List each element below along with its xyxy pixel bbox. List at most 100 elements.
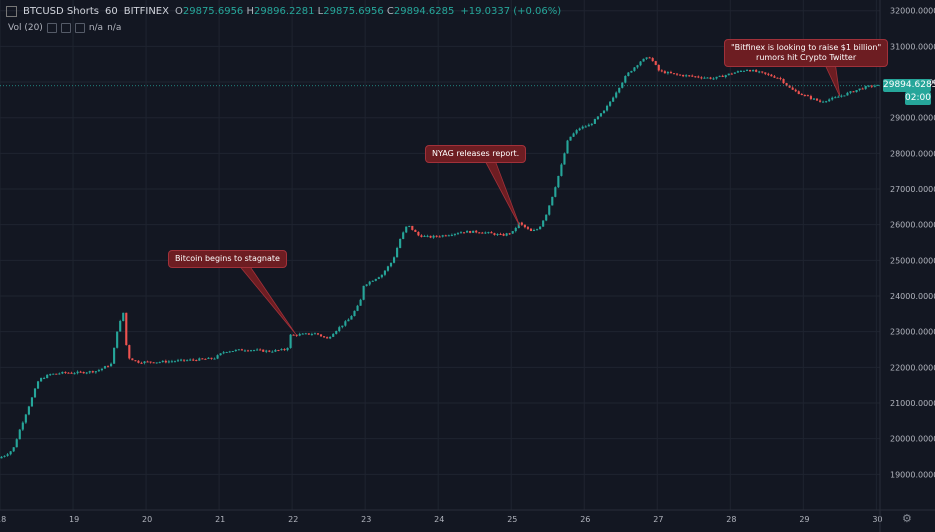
candle-body	[563, 153, 566, 165]
symbol-label[interactable]: BTCUSD Shorts	[23, 6, 99, 17]
candle-body	[758, 71, 761, 73]
candle-body	[225, 352, 228, 354]
candle-body	[548, 205, 551, 215]
x-tick-label: 25	[507, 515, 517, 524]
eye-icon[interactable]	[46, 23, 57, 33]
candle-body	[353, 310, 356, 317]
y-tick-label: 24000.0000	[890, 292, 935, 301]
candle-body	[222, 352, 225, 354]
chart-type-icon[interactable]	[6, 6, 17, 17]
candle-body	[602, 110, 606, 114]
y-tick-label: 21000.0000	[890, 399, 935, 408]
candle-body	[724, 75, 727, 78]
close-label: C	[386, 6, 394, 17]
candle-body	[295, 334, 298, 336]
gear-icon[interactable]: ⚙	[902, 512, 912, 525]
low-label: L	[317, 6, 324, 17]
candle-body	[867, 85, 870, 87]
candle-body	[146, 361, 149, 363]
candle-body	[752, 70, 755, 72]
annotation-stagnate[interactable]: Bitcoin begins to stagnate	[168, 250, 287, 268]
annotation-nyag[interactable]: NYAG releases report.	[425, 145, 527, 163]
candle-body	[873, 85, 876, 87]
candle-body	[249, 350, 253, 352]
candle-body	[377, 277, 380, 279]
y-tick-label: 32000.0000	[890, 7, 935, 16]
candle-body	[511, 231, 514, 234]
x-tick-label: 21	[215, 515, 225, 524]
candle-body	[557, 175, 560, 188]
candle-body	[43, 378, 46, 380]
candle-body	[210, 357, 213, 359]
candle-body	[487, 232, 490, 234]
candle-body	[822, 101, 825, 103]
candle-body	[697, 76, 700, 78]
candle-body	[256, 349, 259, 351]
y-tick-label: 25000.0000	[890, 256, 935, 265]
candle-body	[718, 75, 721, 77]
candle-body	[301, 333, 304, 335]
candle-body	[27, 406, 30, 415]
x-tick-label: 24	[434, 515, 444, 524]
candle-body	[612, 97, 615, 102]
candle-body	[803, 95, 806, 97]
candle-body	[596, 116, 599, 120]
candle-body	[73, 373, 76, 375]
candle-body	[12, 447, 15, 452]
candle-body	[228, 351, 231, 353]
candle-body	[246, 350, 250, 352]
candle-body	[453, 233, 456, 235]
candle-body	[158, 362, 161, 364]
annotation-bitfinex-rumor[interactable]: "Bitfinex is looking to raise $1 billion…	[724, 39, 889, 67]
candle-body	[216, 355, 219, 359]
candle-body	[554, 187, 557, 197]
candle-body	[566, 140, 569, 154]
candle-body	[15, 439, 18, 448]
interval-label[interactable]: 60	[104, 6, 118, 17]
candle-body	[240, 349, 243, 351]
candle-body	[615, 92, 618, 98]
candle-body	[496, 234, 499, 236]
candle-body	[745, 70, 749, 72]
candle-body	[21, 422, 24, 430]
candle-body	[164, 360, 167, 363]
candle-body	[319, 334, 323, 337]
candle-body	[639, 61, 642, 66]
candle-body	[94, 371, 97, 373]
candle-body	[292, 334, 295, 336]
candle-body	[682, 74, 685, 77]
close-icon[interactable]	[74, 23, 85, 33]
candle-body	[259, 349, 262, 351]
annotation-pointer	[239, 266, 297, 335]
candle-body	[539, 226, 542, 230]
volume-label[interactable]: Vol (20)	[8, 23, 43, 33]
candle-body	[481, 232, 484, 234]
settings-icon[interactable]	[60, 23, 71, 33]
candle-body	[846, 92, 849, 96]
candle-body	[624, 76, 627, 83]
candle-body	[852, 91, 855, 93]
candle-body	[405, 226, 408, 233]
exchange-label[interactable]: BITFINEX	[123, 6, 169, 17]
candle-body	[399, 238, 402, 248]
candle-body	[313, 333, 317, 335]
candle-body	[809, 96, 812, 99]
candle-body	[253, 350, 256, 352]
low-value: 29875.6956	[323, 6, 384, 17]
candle-body	[6, 454, 9, 456]
candle-body	[514, 227, 517, 232]
candle-body	[189, 359, 192, 361]
candle-body	[587, 124, 590, 127]
candle-body	[575, 130, 578, 134]
candle-body	[374, 278, 377, 281]
candle-body	[0, 456, 3, 459]
candle-body	[876, 84, 879, 86]
candle-body	[341, 325, 344, 328]
y-tick-label: 20000.0000	[890, 435, 935, 444]
candle-body	[490, 232, 493, 234]
candle-body	[128, 345, 131, 359]
candle-body	[88, 371, 91, 373]
candle-body	[286, 347, 289, 351]
y-tick-label: 28000.0000	[890, 149, 935, 158]
